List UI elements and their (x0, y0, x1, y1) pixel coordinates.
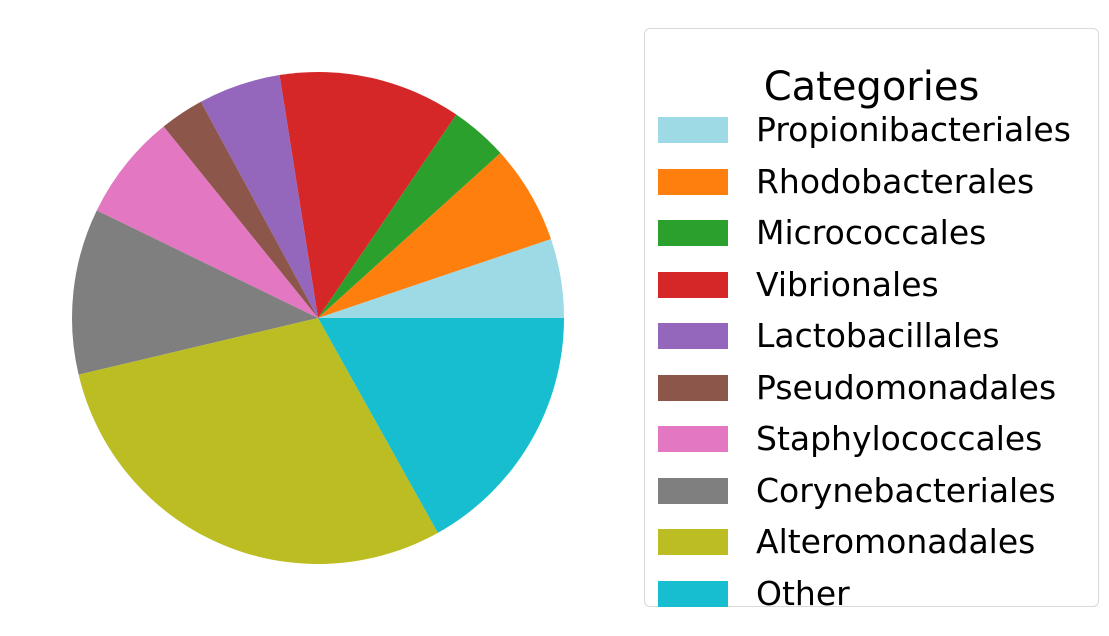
pie-slice-alteromonadales (78, 318, 438, 564)
legend-label: Corynebacteriales (756, 470, 1056, 510)
legend-label: Alteromonadales (756, 522, 1036, 561)
pie-slices (72, 72, 564, 564)
legend: Categories Propionibacteriales Rhodobacte… (644, 28, 1099, 612)
legend-swatch (658, 271, 728, 298)
legend-label: Vibrionales (756, 264, 939, 304)
pie-slice-other (318, 318, 564, 533)
pie-slice-vibrionales (279, 72, 457, 318)
pie-slice-lactobacillales (200, 75, 318, 318)
legend-swatch (658, 117, 728, 143)
legend-swatch (658, 323, 728, 349)
legend-swatch (658, 426, 728, 452)
pie-slice-propionibacteriales (318, 239, 564, 318)
legend-label: Lactobacillales (756, 316, 1000, 355)
legend-swatch (658, 477, 728, 504)
pie-slice-rhodobacterales (318, 153, 551, 318)
legend-label: Micrococcales (756, 213, 987, 252)
legend-title: Categories (763, 64, 980, 110)
legend-swatch (658, 529, 728, 555)
legend-swatch (658, 220, 728, 246)
pie-slice-staphylococcales (96, 126, 318, 318)
legend-label: Staphylococcales (756, 419, 1043, 458)
pie-slice-micrococcales (318, 114, 501, 318)
legend-label: Rhodobacterales (756, 161, 1035, 201)
pie-chart (72, 72, 564, 564)
legend-swatch (658, 168, 728, 195)
pie-slice-corynebacteriales (72, 210, 318, 375)
legend-label: Pseudomonadales (756, 367, 1057, 407)
legend-label: Propionibacteriales (756, 110, 1071, 149)
legend-label: Other (756, 573, 850, 613)
pie-slice-pseudomonadales (163, 101, 318, 318)
legend-swatch (658, 580, 728, 607)
legend-swatch (658, 374, 728, 401)
